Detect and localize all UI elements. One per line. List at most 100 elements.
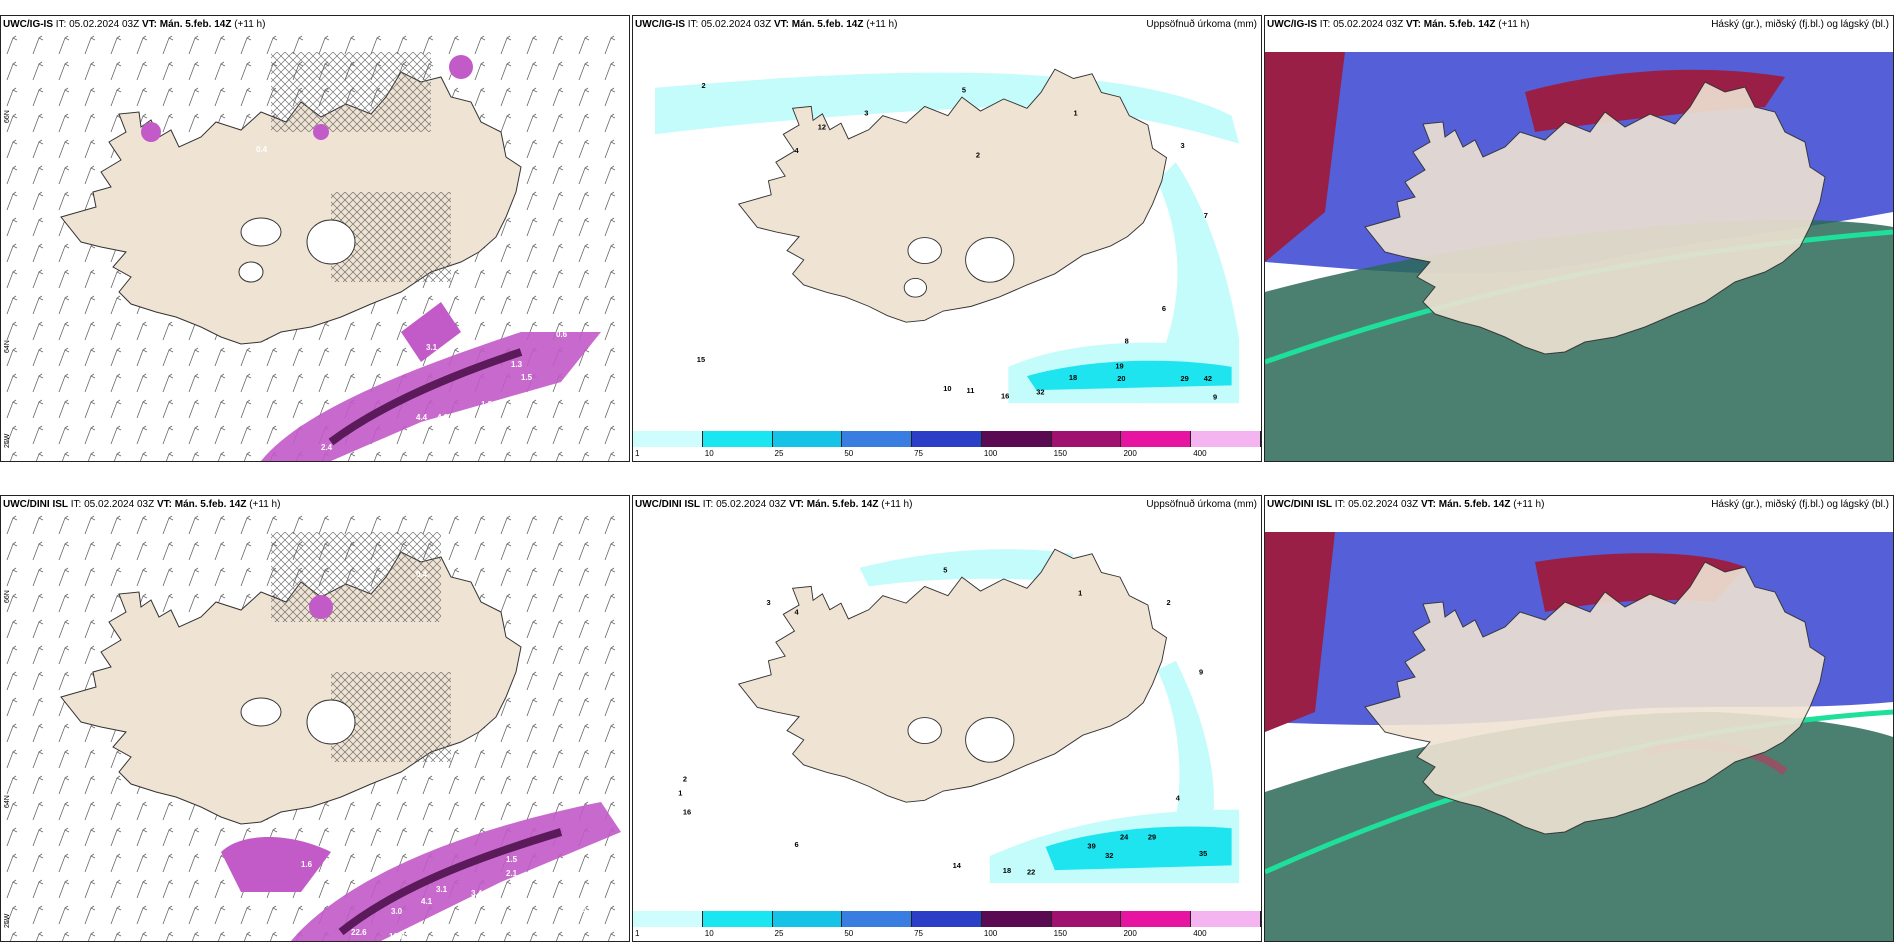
- panel-top-left: UWC/IG-IS IT: 05.02.2024 03Z VT: Mán. 5.…: [0, 15, 630, 462]
- colorbar-tick: 1: [635, 449, 640, 458]
- acc-label: 22: [1027, 868, 1035, 877]
- precip-label: 1.5: [506, 855, 518, 864]
- precip-label: 0.6: [556, 330, 568, 339]
- colorbar-cell: [842, 431, 913, 447]
- colorbar-cell: [772, 431, 843, 447]
- panel-header: UWC/IG-IS IT: 05.02.2024 03Z VT: Mán. 5.…: [3, 19, 266, 30]
- colorbar-tick: 10: [704, 929, 714, 938]
- acc-label: 1: [1078, 589, 1082, 598]
- colorbar-cell: [912, 911, 982, 927]
- precip-label: 3.4: [471, 889, 483, 898]
- acc-label: 5: [962, 85, 966, 94]
- colorbar-cell: [633, 911, 703, 927]
- acc-label: 9: [1199, 668, 1203, 677]
- panel-header: UWC/DINI ISL IT: 05.02.2024 03Z VT: Mán.…: [635, 499, 913, 510]
- colorbar-cell: [912, 431, 982, 447]
- acc-label: 4: [794, 146, 799, 155]
- acc-label: 24: [1120, 832, 1129, 841]
- panel-header: UWC/DINI ISL IT: 05.02.2024 03Z VT: Mán.…: [1267, 499, 1545, 510]
- acc-label: 7: [1204, 211, 1208, 220]
- lat-label: 66N: [4, 110, 11, 123]
- lon-label: 25W: [4, 913, 11, 928]
- colorbar-tick: 400: [1193, 929, 1207, 938]
- wind-precip-map: 0.4 1.6 3.1 3.4 2.1 1.5 4.1 3.0 1.1 0.3 …: [1, 512, 629, 941]
- colorbar-tick: 75: [914, 449, 924, 458]
- acc-label: 2: [701, 81, 705, 90]
- acc-label: 4: [1176, 793, 1181, 802]
- colorbar-tick: 25: [774, 449, 784, 458]
- precip-label: 0.4: [416, 570, 428, 579]
- lat-label: 64N: [4, 795, 11, 808]
- acc-label: 8: [1125, 337, 1129, 346]
- acc-label: 14: [953, 861, 962, 870]
- precip-label: 4.4: [416, 413, 428, 422]
- colorbar-tick: 75: [914, 929, 924, 938]
- colorbar-cell: [633, 431, 703, 447]
- panel-subtitle: Uppsöfnuð úrkoma (mm): [1146, 499, 1257, 510]
- wind-precip-map: 0.5 0.4 1.3 1.5 1.8 3.1 3.6 2.4 4.4 4.2 …: [1, 32, 629, 461]
- precip-label: 1.5: [521, 373, 533, 382]
- precip-label: 0.5: [546, 55, 558, 64]
- acc-label: 2: [683, 775, 687, 784]
- precip-label: 1.9: [461, 423, 473, 432]
- acc-label: 18: [1003, 866, 1011, 875]
- panel-subtitle: Háský (gr.), miðský (fj.bl.) og lágský (…: [1711, 499, 1889, 510]
- colorbar-tick: 1: [635, 929, 640, 938]
- colorbar-tick: 150: [1053, 929, 1068, 938]
- acc-label: 15: [697, 355, 705, 364]
- acc-label: 32: [1036, 388, 1044, 397]
- acc-label: 9: [1213, 392, 1217, 401]
- panel-bottom-left: UWC/DINI ISL IT: 05.02.2024 03Z VT: Mán.…: [0, 495, 630, 942]
- acc-label: 4: [794, 607, 799, 616]
- accumulated-precip-map: 2 3 4 12 5 1 2 3 7 6 8 19 20 29 42 18 32…: [654, 68, 1240, 404]
- colorbar-cell: [1191, 431, 1261, 447]
- acc-label: 16: [683, 807, 691, 816]
- acc-label: 6: [794, 840, 798, 849]
- acc-label: 6: [1162, 304, 1166, 313]
- acc-label: 3: [1180, 141, 1184, 150]
- colorbar-tick: 25: [774, 929, 784, 938]
- colorbar-cell: [1051, 911, 1122, 927]
- colorbar-tick: 150: [1053, 449, 1068, 458]
- panel-header: UWC/DINI ISL IT: 05.02.2024 03Z VT: Mán.…: [3, 499, 281, 510]
- precip-label: 1.6: [301, 860, 313, 869]
- colorbar-cell: [1191, 911, 1261, 927]
- acc-label: 11: [967, 386, 975, 395]
- precip-label: 1.3: [511, 360, 523, 369]
- panel-bottom-middle: UWC/DINI ISL IT: 05.02.2024 03Z VT: Mán.…: [632, 495, 1262, 942]
- acc-label: 3: [864, 109, 868, 118]
- precip-label: 22.6: [351, 928, 367, 937]
- acc-label: 3: [767, 598, 771, 607]
- acc-label: 29: [1148, 832, 1156, 841]
- precip-label: 0.4: [256, 145, 268, 154]
- acc-label: 10: [943, 384, 951, 393]
- precip-label: 3.1: [436, 885, 448, 894]
- colorbar-tick: 100: [983, 929, 998, 938]
- colorbar-cell: [702, 431, 773, 447]
- panel-subtitle: Uppsöfnuð úrkoma (mm): [1146, 19, 1257, 30]
- acc-label: 2: [976, 151, 980, 160]
- acc-label: 42: [1204, 374, 1212, 383]
- panel-bottom-right: UWC/DINI ISL IT: 05.02.2024 03Z VT: Mán.…: [1264, 495, 1894, 942]
- panel-subtitle: Háský (gr.), miðský (fj.bl.) og lágský (…: [1711, 19, 1889, 30]
- precip-label: 4.2: [437, 413, 449, 422]
- colorbar-tick: 10: [704, 449, 714, 458]
- colorbar-cell: [1121, 431, 1192, 447]
- precip-label: 1.1: [576, 905, 588, 914]
- precip-label: 3.0: [391, 907, 403, 916]
- acc-label: 12: [818, 123, 826, 132]
- precip-label: 0.3: [536, 909, 548, 918]
- cloud-cover-map: [1265, 512, 1893, 941]
- colorbar-tick: 50: [844, 449, 854, 458]
- colorbar-cell: [1051, 431, 1122, 447]
- lat-label: 64N: [4, 340, 11, 353]
- colorbar-tick: 400: [1193, 449, 1207, 458]
- colorbar-cell: [842, 911, 913, 927]
- colorbar: 1 10 25 50 75 100 150 200 400: [633, 911, 1261, 941]
- acc-label: 20: [1117, 374, 1125, 383]
- colorbar-cell: [981, 911, 1052, 927]
- precip-label: 3.6: [591, 397, 603, 406]
- acc-label: 29: [1180, 374, 1188, 383]
- acc-label: 39: [1087, 842, 1095, 851]
- colorbar-cell: [1121, 911, 1192, 927]
